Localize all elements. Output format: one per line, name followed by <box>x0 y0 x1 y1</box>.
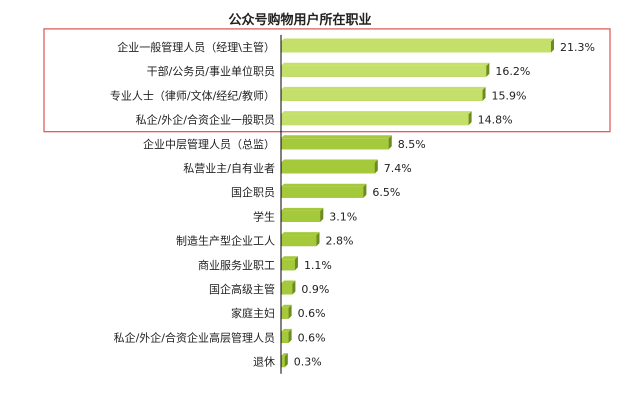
bar-top <box>281 232 320 236</box>
category-label: 制造生产型企业工人 <box>176 234 275 248</box>
value-label: 21.3% <box>560 41 595 54</box>
highlight-box <box>43 28 611 133</box>
bar-top <box>281 207 324 211</box>
value-label: 6.5% <box>372 186 400 199</box>
value-label: 3.1% <box>329 210 357 223</box>
bar <box>281 86 486 101</box>
bar-face <box>281 186 364 198</box>
category-label: 企业一般管理人员（经理\主管） <box>117 40 275 54</box>
bar <box>281 38 554 53</box>
bar-top <box>281 280 296 284</box>
category-label: 专业人士（律师/文体/经纪/教师） <box>110 88 275 102</box>
bar-face <box>281 41 551 53</box>
value-label: 7.4% <box>384 162 412 175</box>
category-label: 干部/公务员/事业单位职员 <box>147 64 275 78</box>
bar-face <box>281 114 469 126</box>
bar <box>281 183 367 198</box>
bar-top <box>281 62 490 66</box>
bar-face <box>281 283 293 295</box>
value-label: 2.8% <box>325 235 353 248</box>
category-label: 商业服务业职工 <box>198 258 275 272</box>
bar <box>281 304 292 319</box>
category-label: 私企/外企/合资企业一般职员 <box>136 113 275 127</box>
bar-top <box>281 183 367 187</box>
bar-face <box>281 356 285 368</box>
category-label: 私营业主/自有业者 <box>183 161 275 175</box>
value-label: 0.3% <box>294 356 322 369</box>
bar-face <box>281 235 317 247</box>
value-label: 16.2% <box>495 65 530 78</box>
bar-face <box>281 307 289 319</box>
bar-top <box>281 135 392 139</box>
bar <box>281 135 392 150</box>
bar-face <box>281 162 375 174</box>
bar-top <box>281 304 292 308</box>
value-label: 15.9% <box>492 89 527 102</box>
bar-face <box>281 89 483 101</box>
bar-top <box>281 353 288 357</box>
bar <box>281 207 324 222</box>
value-label: 8.5% <box>398 138 426 151</box>
bar <box>281 232 320 247</box>
bar <box>281 111 472 126</box>
bar <box>281 353 288 368</box>
value-label: 1.1% <box>304 259 332 272</box>
category-label: 私企/外企/合资企业高层管理人员 <box>114 330 275 344</box>
bar <box>281 328 292 343</box>
bar <box>281 62 490 77</box>
bar <box>281 256 298 271</box>
bar <box>281 280 296 295</box>
category-label: 企业中层管理人员（总监） <box>143 137 275 151</box>
bar-face <box>281 259 295 271</box>
value-label: 0.9% <box>301 283 329 296</box>
value-label: 0.6% <box>298 307 326 320</box>
category-label: 学生 <box>253 209 275 223</box>
bar-face <box>281 138 389 150</box>
bar-face <box>281 65 487 77</box>
bar-top <box>281 111 472 115</box>
bar <box>281 159 378 174</box>
bar-top <box>281 159 378 163</box>
chart-title: 公众号购物用户所在职业 <box>228 12 371 28</box>
bar-top <box>281 328 292 332</box>
category-label: 国企职员 <box>231 185 275 199</box>
bar-top <box>281 86 486 90</box>
category-label: 退休 <box>253 356 275 369</box>
bar-top <box>281 38 554 42</box>
bar-face <box>281 331 289 343</box>
bar-top <box>281 256 298 260</box>
bar-face <box>281 210 321 222</box>
category-label: 家庭主妇 <box>231 306 275 320</box>
category-label: 国企高级主管 <box>209 282 275 296</box>
value-label: 0.6% <box>298 331 326 344</box>
value-label: 14.8% <box>478 114 513 127</box>
